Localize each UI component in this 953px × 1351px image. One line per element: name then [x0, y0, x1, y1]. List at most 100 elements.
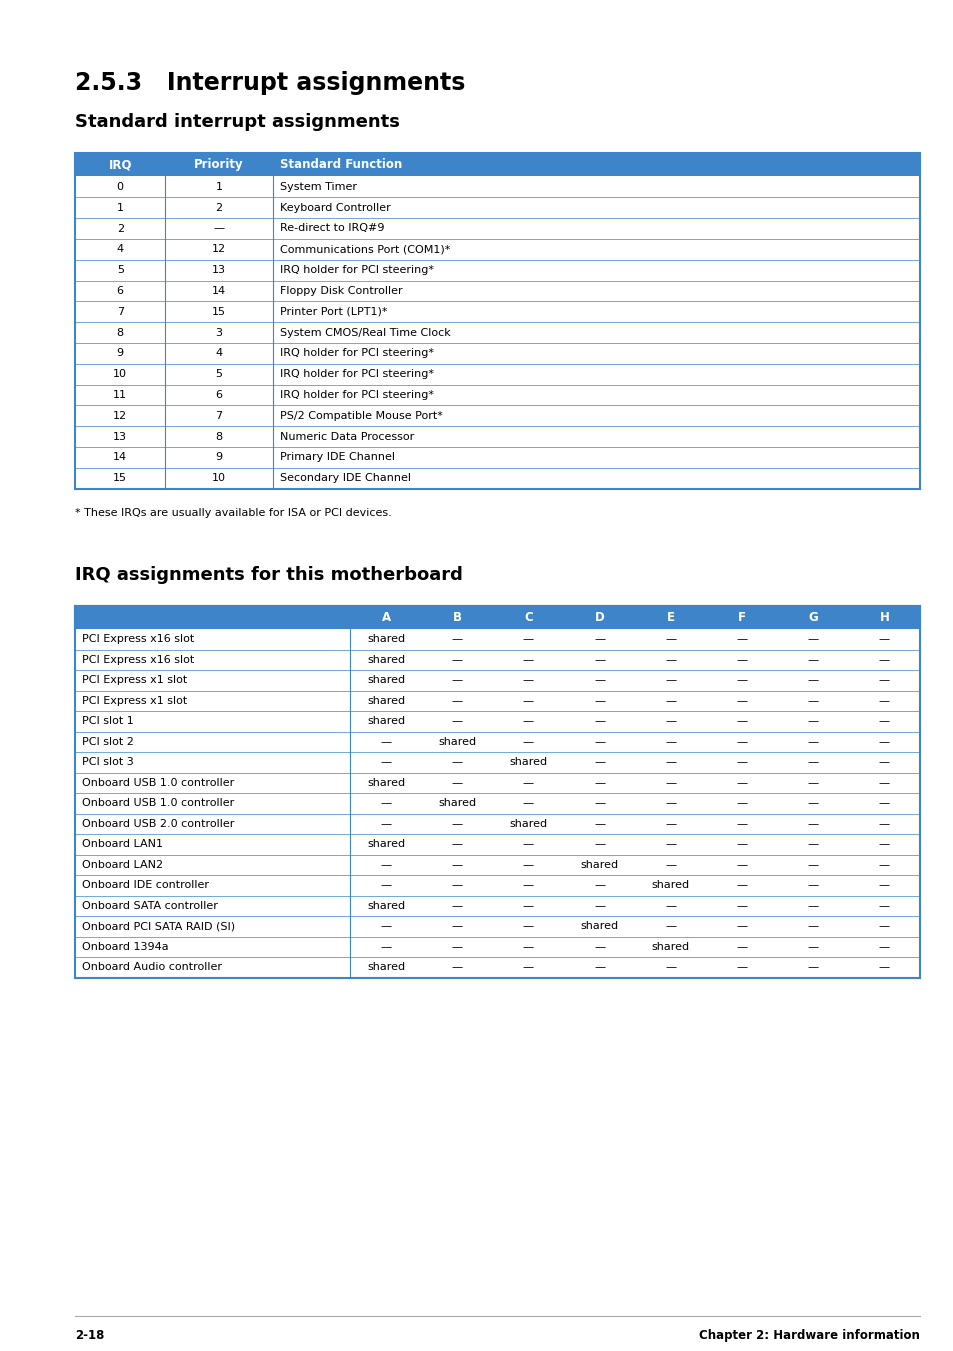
Text: System CMOS/Real Time Clock: System CMOS/Real Time Clock [279, 327, 450, 338]
Bar [777, 936, 848, 957]
Text: Standard Function: Standard Function [279, 158, 401, 172]
Bar [165, 385, 273, 405]
Text: —: — [594, 962, 604, 973]
Text: 11: 11 [113, 390, 127, 400]
Bar [75, 793, 350, 813]
Text: —: — [664, 798, 676, 808]
Bar [563, 854, 635, 875]
Bar [848, 875, 919, 896]
Bar [848, 834, 919, 854]
Bar [635, 896, 705, 916]
Bar [848, 630, 919, 650]
Text: —: — [878, 758, 889, 767]
Bar [350, 896, 421, 916]
Bar [421, 936, 493, 957]
Bar [777, 630, 848, 650]
Bar [165, 405, 273, 426]
Text: Onboard USB 1.0 controller: Onboard USB 1.0 controller [82, 798, 234, 808]
Bar [165, 218, 273, 239]
Text: —: — [664, 839, 676, 850]
Text: shared: shared [367, 716, 405, 727]
Bar [75, 385, 165, 405]
Bar [75, 690, 350, 711]
Text: —: — [522, 839, 534, 850]
Bar [563, 793, 635, 813]
Text: —: — [522, 921, 534, 931]
Bar [75, 773, 350, 793]
Bar [273, 467, 919, 489]
Bar [493, 834, 563, 854]
Bar [777, 834, 848, 854]
Bar [705, 670, 777, 690]
Text: —: — [451, 921, 462, 931]
Bar [777, 670, 848, 690]
Text: Onboard LAN1: Onboard LAN1 [82, 839, 163, 850]
Bar [273, 153, 919, 177]
Text: —: — [451, 819, 462, 828]
Text: —: — [451, 942, 462, 951]
Bar [563, 896, 635, 916]
Bar [75, 363, 165, 385]
Text: 13: 13 [212, 265, 226, 276]
Text: —: — [878, 736, 889, 747]
Bar [273, 301, 919, 322]
Text: —: — [522, 676, 534, 685]
Bar [75, 426, 165, 447]
Text: —: — [736, 962, 747, 973]
Text: —: — [594, 655, 604, 665]
Bar [777, 854, 848, 875]
Bar [273, 218, 919, 239]
Text: —: — [878, 901, 889, 911]
Text: Keyboard Controller: Keyboard Controller [279, 203, 390, 212]
Bar [421, 605, 493, 630]
Bar [563, 916, 635, 936]
Text: Secondary IDE Channel: Secondary IDE Channel [279, 473, 411, 484]
Text: 2-18: 2-18 [75, 1329, 104, 1342]
Text: —: — [594, 696, 604, 705]
Text: —: — [522, 736, 534, 747]
Bar [75, 343, 165, 363]
Text: —: — [380, 736, 392, 747]
Bar [75, 281, 165, 301]
Bar [635, 854, 705, 875]
Bar [75, 731, 350, 753]
Bar [777, 690, 848, 711]
Text: —: — [522, 859, 534, 870]
Bar [705, 813, 777, 834]
Bar [493, 650, 563, 670]
Text: —: — [736, 881, 747, 890]
Bar [635, 936, 705, 957]
Bar [777, 793, 848, 813]
Bar [777, 875, 848, 896]
Bar [635, 875, 705, 896]
Bar [777, 650, 848, 670]
Text: 1: 1 [116, 203, 124, 212]
Text: IRQ holder for PCI steering*: IRQ holder for PCI steering* [279, 265, 434, 276]
Text: —: — [736, 778, 747, 788]
Text: —: — [594, 942, 604, 951]
Bar [705, 793, 777, 813]
Bar [350, 630, 421, 650]
Text: —: — [807, 921, 818, 931]
Text: Chapter 2: Hardware information: Chapter 2: Hardware information [699, 1329, 919, 1342]
Bar [705, 711, 777, 731]
Bar [493, 630, 563, 650]
Text: 2.5.3   Interrupt assignments: 2.5.3 Interrupt assignments [75, 72, 465, 95]
Text: —: — [807, 634, 818, 644]
Text: shared: shared [367, 634, 405, 644]
Bar [848, 753, 919, 773]
Text: —: — [878, 839, 889, 850]
Text: —: — [451, 655, 462, 665]
Bar [563, 875, 635, 896]
Text: IRQ holder for PCI steering*: IRQ holder for PCI steering* [279, 349, 434, 358]
Bar [421, 813, 493, 834]
Text: —: — [736, 839, 747, 850]
Text: shared: shared [437, 798, 476, 808]
Bar [350, 731, 421, 753]
Bar [350, 711, 421, 731]
Bar [421, 916, 493, 936]
Bar [75, 259, 165, 281]
Bar [705, 690, 777, 711]
Text: 0: 0 [116, 182, 124, 192]
Text: Printer Port (LPT1)*: Printer Port (LPT1)* [279, 307, 387, 316]
